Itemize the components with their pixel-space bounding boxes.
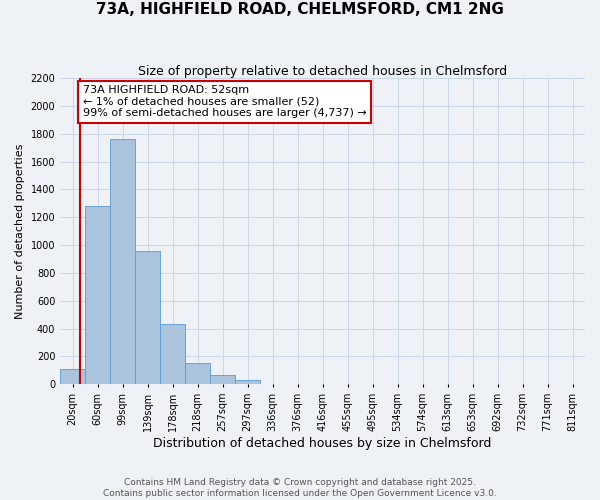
Bar (235, 380, 260, 384)
Bar (60, 369, 85, 384)
Bar (110, 140, 135, 384)
Bar (85, 206, 110, 384)
Text: Contains HM Land Registry data © Crown copyright and database right 2025.
Contai: Contains HM Land Registry data © Crown c… (103, 478, 497, 498)
Bar (185, 364, 210, 384)
Bar (160, 324, 185, 384)
Bar (135, 250, 160, 384)
X-axis label: Distribution of detached houses by size in Chelmsford: Distribution of detached houses by size … (154, 437, 492, 450)
Text: 73A HIGHFIELD ROAD: 52sqm
← 1% of detached houses are smaller (52)
99% of semi-d: 73A HIGHFIELD ROAD: 52sqm ← 1% of detach… (83, 85, 367, 118)
Y-axis label: Number of detached properties: Number of detached properties (15, 144, 25, 319)
Title: Size of property relative to detached houses in Chelmsford: Size of property relative to detached ho… (138, 65, 507, 78)
Bar (210, 374, 235, 384)
Text: 73A, HIGHFIELD ROAD, CHELMSFORD, CM1 2NG: 73A, HIGHFIELD ROAD, CHELMSFORD, CM1 2NG (96, 2, 504, 18)
